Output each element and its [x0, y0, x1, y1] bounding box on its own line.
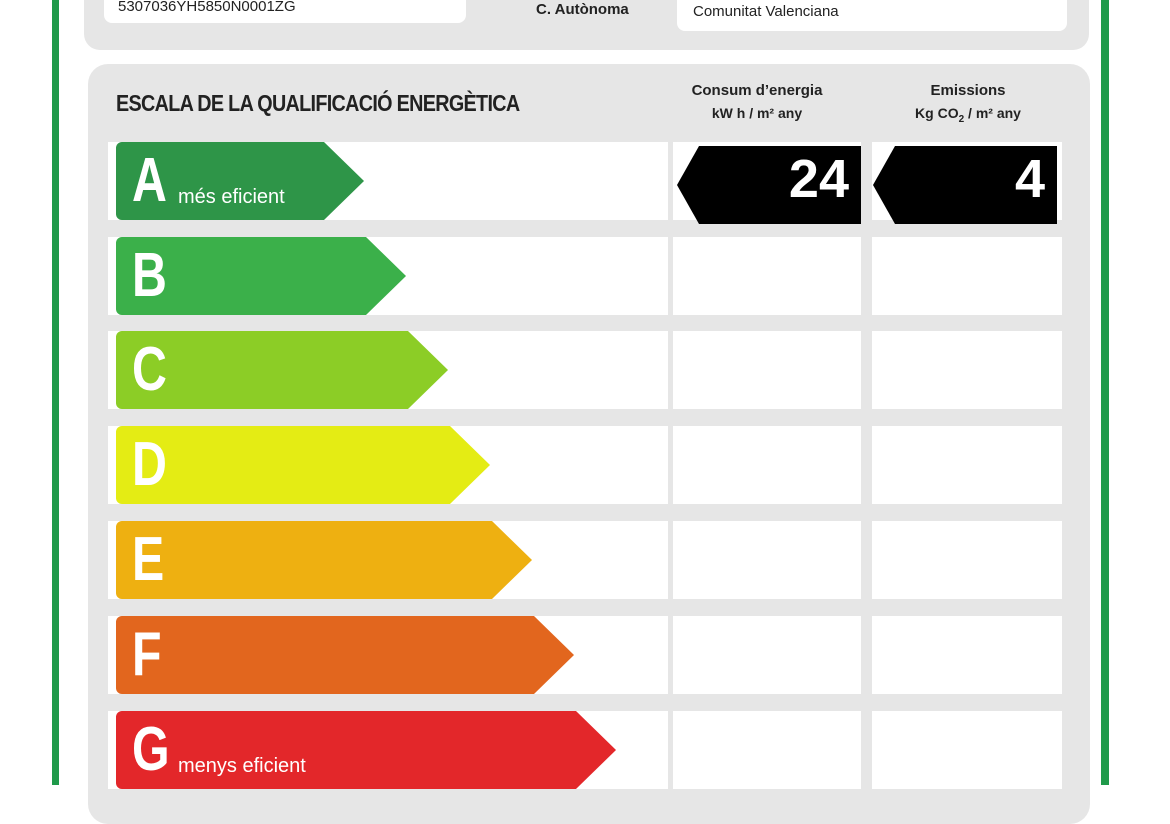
consumption-column-header: Consum d’energia kW h / m² any [672, 82, 842, 121]
class-arrow-e: E [116, 521, 532, 599]
class-letter: B [132, 241, 167, 310]
region-field [677, 0, 1067, 31]
class-letter: D [132, 430, 167, 499]
consumption-unit-label: kW h / m² any [711, 105, 803, 121]
consumption-header-label: Consum d’energia [691, 82, 823, 99]
class-description: més eficient [178, 186, 285, 208]
emissions-cell [872, 237, 1062, 315]
consumption-cell [673, 331, 861, 409]
emissions-cell [872, 426, 1062, 504]
scale-title: ESCALA DE LA QUALIFICACIÓ ENERGÈTICA [116, 90, 520, 116]
emissions-rating-value: 4 [1014, 149, 1045, 209]
emissions-rating-badge: 4 [873, 146, 1057, 224]
consumption-cell [673, 426, 861, 504]
emissions-cell [872, 711, 1062, 789]
class-arrow-d: D [116, 426, 490, 504]
emissions-cell [872, 616, 1062, 694]
consumption-cell [673, 711, 861, 789]
emissions-column-header: Emissions Kg CO2 / m² any [880, 82, 1056, 125]
class-letter: E [132, 525, 165, 594]
class-letter: C [132, 335, 167, 404]
class-arrow-c: C [116, 331, 448, 409]
right-frame-border [1101, 0, 1109, 785]
class-letter: A [132, 146, 167, 215]
class-letter: G [132, 715, 170, 784]
cadastral-reference-field [104, 0, 466, 23]
class-arrow-f: F [116, 616, 574, 694]
class-letter: F [132, 620, 162, 689]
region-label: C. Autònoma [536, 1, 629, 18]
emissions-unit-label: Kg CO2 / m² any [915, 105, 1021, 125]
cadastral-reference-value: 5307036YH5850N0001ZG [118, 0, 296, 15]
emissions-cell [872, 331, 1062, 409]
consumption-rating-badge: 24 [677, 146, 861, 224]
left-frame-border [52, 0, 59, 785]
consumption-rating-value: 24 [788, 149, 849, 209]
consumption-cell [673, 616, 861, 694]
emissions-cell [872, 521, 1062, 599]
emissions-header-label: Emissions [930, 82, 1006, 99]
class-arrow-b: B [116, 237, 406, 315]
consumption-cell [673, 237, 861, 315]
region-value: Comunitat Valenciana [693, 3, 839, 20]
class-description: menys eficient [178, 755, 306, 777]
consumption-cell [673, 521, 861, 599]
